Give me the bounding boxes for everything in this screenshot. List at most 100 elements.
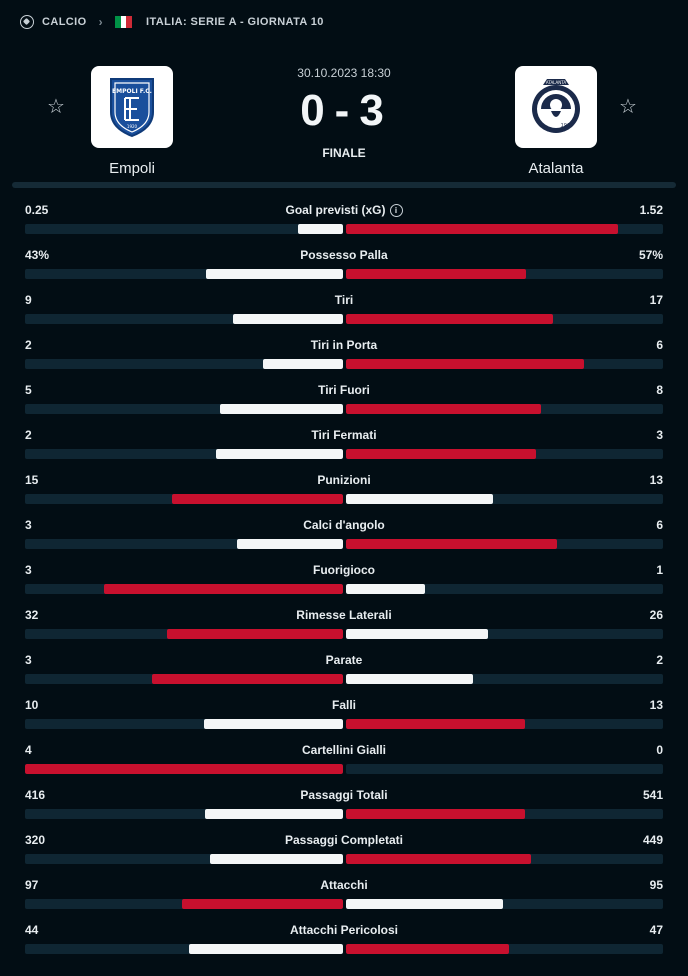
away-team-logo[interactable]: ATALANTA 1907 xyxy=(515,66,597,148)
stat-label-text: Tiri xyxy=(334,293,354,307)
stat-home-value: 2 xyxy=(25,428,32,442)
stat-row: 9 Tiri 17 xyxy=(25,292,663,337)
home-bar-fill xyxy=(215,449,343,459)
away-bar-track xyxy=(345,719,663,729)
away-team-name[interactable]: Atalanta xyxy=(528,160,584,177)
away-bar-track xyxy=(345,404,663,414)
stat-row: 2 Tiri Fermati 3 xyxy=(25,427,663,472)
stat-bars xyxy=(25,719,663,729)
stat-header: 320 Passaggi Completati 449 xyxy=(25,832,663,848)
favorite-star-icon-away[interactable]: ☆ xyxy=(619,96,637,118)
stat-label-text: Fuorigioco xyxy=(313,563,375,577)
home-team-logo[interactable]: EMPOLI F.C. 1920 xyxy=(91,66,173,148)
stat-away-value: 1 xyxy=(656,563,663,577)
flag-stripe xyxy=(126,16,132,28)
away-logo-text: ATALANTA xyxy=(546,80,566,85)
match-header: ☆ EMPOLI F.C. 1920 Empoli 30.10.2023 18:… xyxy=(12,44,676,182)
away-bar-track xyxy=(345,224,663,234)
away-bar-fill xyxy=(345,539,558,549)
stat-label-text: Attacchi xyxy=(320,878,368,892)
stat-away-value: 6 xyxy=(656,518,663,532)
stat-label-text: Cartellini Gialli xyxy=(301,743,387,757)
favorite-star-icon-home[interactable]: ☆ xyxy=(47,96,65,118)
stat-row: 32 Rimesse Laterali 26 xyxy=(25,607,663,652)
stat-away-value: 13 xyxy=(649,473,663,487)
stat-home-value: 3 xyxy=(25,563,32,577)
stat-row: 97 Attacchi 95 xyxy=(25,877,663,922)
home-bar-track xyxy=(25,764,343,774)
stat-label: Parate xyxy=(25,652,663,668)
stat-row: 3 Parate 2 xyxy=(25,652,663,697)
home-bar-fill xyxy=(297,224,343,234)
stat-label-text: Possesso Palla xyxy=(300,248,388,262)
stat-home-value: 416 xyxy=(25,788,46,802)
stat-home-value: 10 xyxy=(25,698,39,712)
home-logo-text: EMPOLI F.C. xyxy=(112,88,152,95)
stat-bars xyxy=(25,584,663,594)
stat-label: Tiri Fermati xyxy=(25,427,663,443)
away-bar-track xyxy=(345,854,663,864)
stat-home-value: 43% xyxy=(25,248,50,262)
stat-home-value: 32 xyxy=(25,608,39,622)
stat-bars xyxy=(25,899,663,909)
away-bar-track xyxy=(345,764,663,774)
chevron-right-icon: › xyxy=(98,15,103,29)
breadcrumb-sport[interactable]: CALCIO xyxy=(42,16,87,28)
stat-bars xyxy=(25,539,663,549)
stat-bars xyxy=(25,494,663,504)
stat-label: Possesso Palla xyxy=(25,247,663,263)
away-bar-track xyxy=(345,494,663,504)
home-bar-track xyxy=(25,224,343,234)
stat-bars xyxy=(25,404,663,414)
home-bar-track xyxy=(25,269,343,279)
stat-away-value: 13 xyxy=(649,698,663,712)
stat-home-value: 3 xyxy=(25,653,32,667)
stat-row: 44 Attacchi Pericolosi 47 xyxy=(25,922,663,967)
match-date: 30.10.2023 18:30 xyxy=(297,66,391,80)
away-bar-track xyxy=(345,269,663,279)
scoreboard: 0-3 xyxy=(12,86,676,136)
home-bar-fill xyxy=(152,674,343,684)
stat-header: 97 Attacchi 95 xyxy=(25,877,663,893)
home-bar-track xyxy=(25,674,343,684)
stat-header: 3 Calci d'angolo 6 xyxy=(25,517,663,533)
breadcrumb-competition[interactable]: ITALIA: SERIE A - GIORNATA 10 xyxy=(145,16,324,28)
away-team[interactable]: ATALANTA 1907 Atalanta xyxy=(515,66,597,177)
info-icon[interactable]: i xyxy=(389,204,403,218)
home-bar-track xyxy=(25,494,343,504)
stat-label: Cartellini Gialli xyxy=(25,742,663,758)
home-bar-track xyxy=(25,944,343,954)
stat-label: Tiri xyxy=(25,292,663,308)
stat-away-value: 2 xyxy=(656,653,663,667)
stat-away-value: 0 xyxy=(656,743,663,757)
home-bar-fill xyxy=(210,854,343,864)
stat-label-text: Passaggi Completati xyxy=(284,833,404,847)
stat-bars xyxy=(25,314,663,324)
home-bar-track xyxy=(25,854,343,864)
away-bar-track xyxy=(345,809,663,819)
stat-label-text: Goal previsti (xG) xyxy=(285,203,386,217)
home-team[interactable]: EMPOLI F.C. 1920 Empoli xyxy=(91,66,173,177)
away-bar-fill xyxy=(345,224,619,234)
home-bar-fill xyxy=(205,269,343,279)
stat-home-value: 2 xyxy=(25,338,32,352)
away-score: 3 xyxy=(359,86,388,135)
home-team-name[interactable]: Empoli xyxy=(109,160,155,177)
stat-away-value: 449 xyxy=(642,833,663,847)
home-bar-track xyxy=(25,719,343,729)
home-bar-fill xyxy=(220,404,343,414)
empoli-crest-icon: EMPOLI F.C. 1920 xyxy=(110,78,154,138)
stat-bars xyxy=(25,809,663,819)
home-bar-fill xyxy=(25,764,343,774)
away-bar-track xyxy=(345,584,663,594)
stat-home-value: 44 xyxy=(25,923,39,937)
home-bar-track xyxy=(25,584,343,594)
breadcrumb: CALCIO › ITALIA: SERIE A - GIORNATA 10 xyxy=(0,0,688,44)
away-logo-year: 1907 xyxy=(561,123,574,129)
stat-header: 15 Punizioni 13 xyxy=(25,472,663,488)
home-bar-track xyxy=(25,359,343,369)
atalanta-crest-icon: ATALANTA 1907 xyxy=(532,79,580,133)
stat-away-value: 26 xyxy=(649,608,663,622)
away-bar-fill xyxy=(345,269,527,279)
away-bar-fill xyxy=(345,584,425,594)
